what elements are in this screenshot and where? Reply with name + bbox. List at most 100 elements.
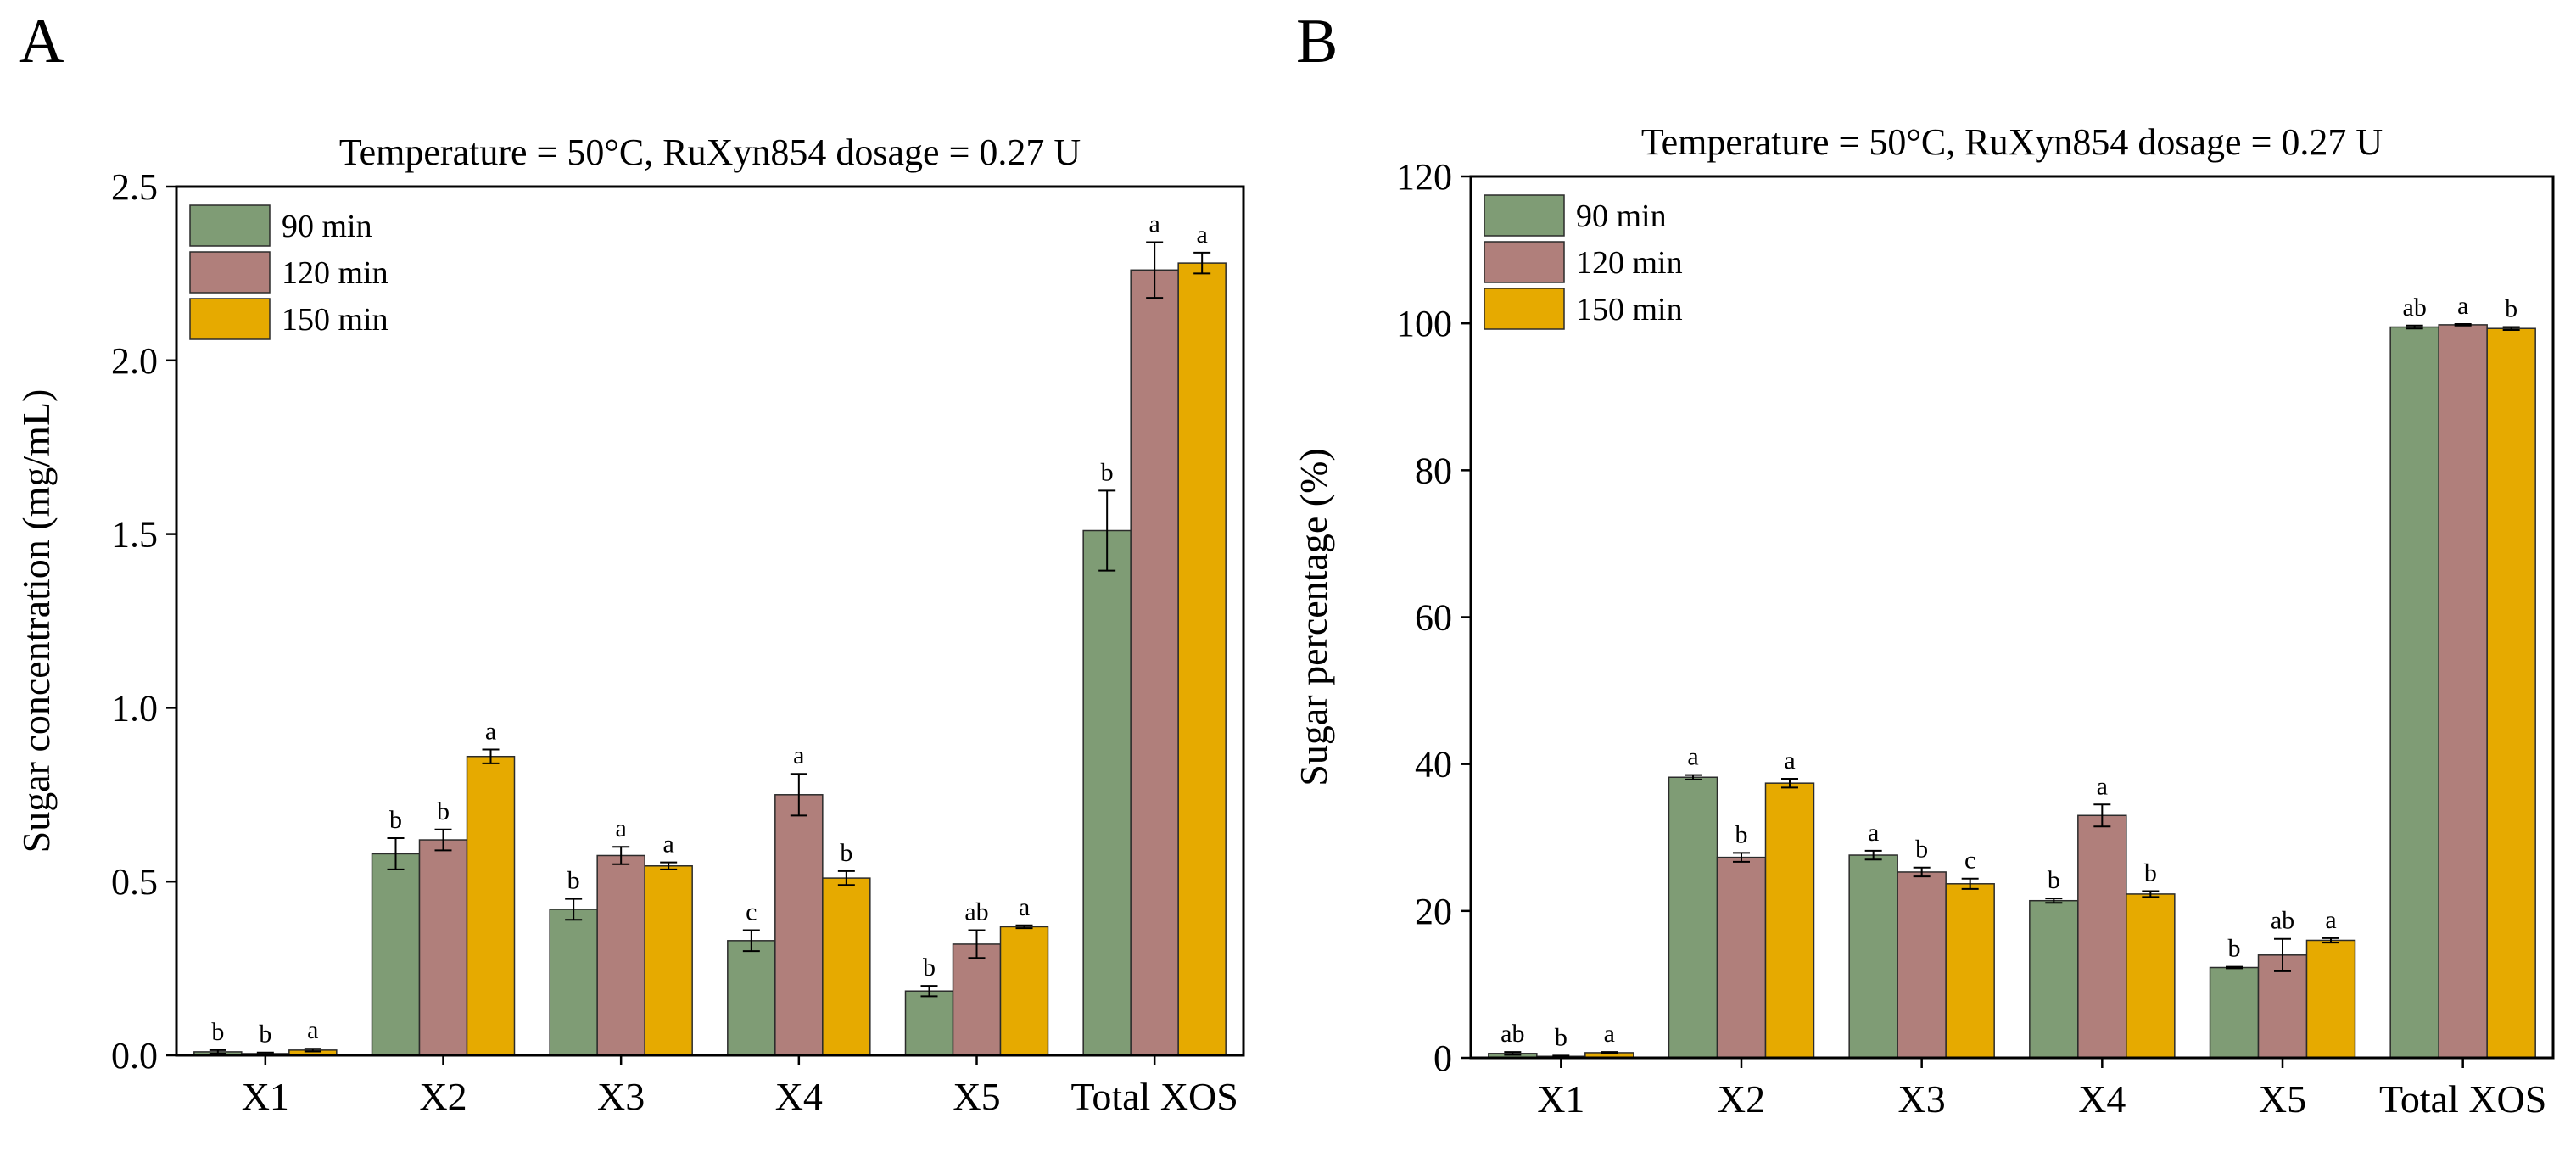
bar (371, 853, 421, 1056)
y-tick-label: 60 (1415, 597, 1452, 639)
panel-label-a: A (19, 7, 64, 76)
significance-letter: a (2325, 906, 2336, 934)
x-tick-label: X2 (419, 1075, 467, 1118)
significance-letter: b (1555, 1023, 1567, 1051)
legend-swatch (189, 204, 271, 247)
significance-letter: b (923, 953, 936, 981)
bar (1764, 782, 1815, 1059)
significance-letter: a (1149, 210, 1160, 238)
legend-label: 120 min (1576, 245, 1683, 281)
bar (2077, 814, 2127, 1059)
significance-letter: a (793, 741, 804, 769)
significance-letter: b (2144, 858, 2157, 886)
significance-letter: b (211, 1018, 224, 1046)
bar (999, 926, 1049, 1056)
x-tick-label: X5 (953, 1075, 1000, 1118)
bar (904, 990, 954, 1056)
significance-letter: a (2457, 292, 2468, 320)
y-tick-label: 120 (1396, 156, 1452, 198)
legend-label: 120 min (282, 255, 388, 291)
legend-label: 150 min (282, 302, 388, 338)
bar (2305, 939, 2356, 1059)
significance-letter: b (2228, 935, 2241, 963)
y-axis-label: Sugar concentration (mg/mL) (14, 389, 58, 853)
x-tick-label: X3 (1898, 1077, 1946, 1121)
x-tick-label: Total XOS (2379, 1077, 2546, 1121)
x-tick-label: X1 (1537, 1077, 1584, 1121)
bar (2209, 966, 2260, 1059)
bar (952, 943, 1002, 1056)
bar (2438, 324, 2488, 1059)
chart-title: Temperature = 50°C, RuXyn854 dosage = 0.… (1641, 121, 2383, 163)
legend: 90 min 120 min 150 min (189, 204, 388, 340)
y-tick-label: 0.5 (111, 861, 158, 903)
significance-letter: b (2048, 866, 2060, 894)
legend-swatch (1484, 288, 1565, 330)
significance-letter: b (840, 839, 852, 867)
legend-swatch (189, 251, 271, 294)
x-tick-label: X1 (242, 1075, 289, 1118)
bar (596, 854, 645, 1056)
bar (466, 755, 516, 1056)
significance-letter: a (1868, 819, 1879, 847)
x-tick-label: X4 (2078, 1077, 2126, 1121)
panel-label-b: B (1296, 7, 1338, 76)
significance-letter: a (1784, 747, 1795, 775)
y-tick-label: 1.0 (111, 687, 158, 729)
significance-letter: a (2097, 772, 2108, 800)
plot-frame (1469, 175, 2555, 1060)
significance-letter: b (1735, 820, 1748, 848)
bar (822, 877, 871, 1056)
legend-label: 90 min (1576, 199, 1667, 234)
significance-letter: ab (1500, 1020, 1524, 1048)
legend-label: 90 min (282, 209, 372, 244)
significance-letter: a (1019, 893, 1030, 921)
x-tick-label: Total XOS (1070, 1075, 1238, 1118)
significance-letter: ab (2403, 294, 2427, 322)
bar (1897, 871, 1947, 1059)
significance-letter: c (746, 898, 757, 926)
significance-letter: b (2505, 294, 2517, 322)
significance-letter: a (616, 814, 627, 842)
legend-swatch (189, 298, 271, 340)
significance-letter: a (1197, 221, 1208, 249)
bar (549, 909, 598, 1056)
y-tick-label: 2.0 (111, 340, 158, 382)
chart-b-sugar-percentage: Temperature = 50°C, RuXyn854 dosage = 0.… (1292, 121, 2555, 1121)
significance-letter: b (1101, 458, 1114, 486)
y-tick-label: 80 (1415, 450, 1452, 491)
bar (644, 865, 693, 1056)
x-tick-label: X5 (2259, 1077, 2306, 1121)
bar (727, 940, 776, 1056)
significance-letter: a (1604, 1020, 1615, 1048)
y-tick-label: 2.5 (111, 166, 158, 208)
bar (2029, 899, 2079, 1059)
significance-letter: b (567, 867, 580, 895)
significance-letter: a (485, 718, 496, 746)
legend-label: 150 min (1576, 292, 1683, 327)
bar (1082, 529, 1132, 1056)
panel-b: B Temperature = 50°C, RuXyn854 dosage = … (1289, 0, 2576, 1152)
legend-swatch (1484, 241, 1565, 283)
legend: 90 min 120 min 150 min (1484, 194, 1683, 330)
significance-letter: b (437, 797, 450, 825)
significance-letter: b (259, 1021, 271, 1049)
significance-letter: b (1915, 836, 1928, 864)
significance-letter: a (663, 830, 674, 858)
significance-letter: a (307, 1016, 318, 1044)
x-tick-label: X3 (597, 1075, 645, 1118)
bar (2486, 327, 2536, 1059)
significance-letter: b (389, 806, 402, 834)
legend-swatch (1484, 194, 1565, 237)
y-axis-label: Sugar percentage (%) (1292, 448, 1335, 786)
significance-letter: c (1964, 847, 1975, 875)
bar (774, 794, 824, 1056)
y-tick-label: 0 (1433, 1037, 1452, 1079)
significance-letter: ab (2271, 907, 2294, 935)
y-tick-label: 100 (1396, 303, 1452, 344)
y-tick-label: 1.5 (111, 514, 158, 556)
y-tick-label: 40 (1415, 744, 1452, 786)
bar (1945, 883, 1995, 1059)
bar (2126, 893, 2176, 1059)
bar (1177, 262, 1227, 1056)
